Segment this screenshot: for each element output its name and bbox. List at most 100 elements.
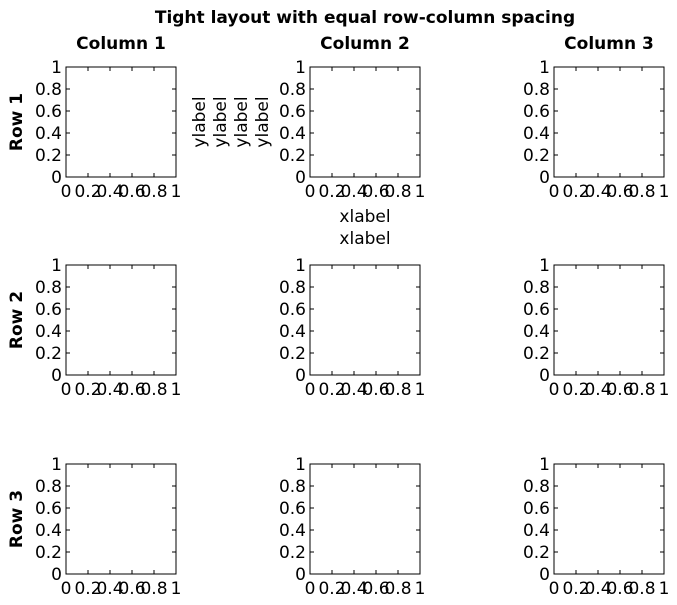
y-tick-label: 0 <box>295 366 306 386</box>
axes-frame-r3c3 <box>553 463 665 575</box>
y-tick-label: 0.6 <box>279 300 306 320</box>
x-tick-label: 0.2 <box>74 579 101 599</box>
x-tick-label: 0.6 <box>606 579 633 599</box>
x-tick-label: 0 <box>549 380 560 400</box>
x-tick-label: 0.8 <box>628 380 655 400</box>
x-tick-label: 0.2 <box>562 579 589 599</box>
y-tick-label: 0.2 <box>35 543 62 563</box>
y-tick-label: 0.6 <box>523 300 550 320</box>
y-tick-label: 0.2 <box>279 344 306 364</box>
y-tick-label: 0.6 <box>523 499 550 519</box>
x-tick-label: 0 <box>61 579 72 599</box>
x-tick-label: 0.6 <box>362 182 389 202</box>
y-tick-label: 0.8 <box>523 80 550 100</box>
x-tick-label: 0.8 <box>384 579 411 599</box>
y-tick-label: 0.8 <box>279 80 306 100</box>
y-tick-label: 0.2 <box>523 344 550 364</box>
y-tick-label: 0.6 <box>35 300 62 320</box>
x-tick-label: 0.6 <box>118 380 145 400</box>
y-tick-label: 0.6 <box>523 102 550 122</box>
axis-ylabel: ylabel <box>253 96 273 147</box>
x-tick-label: 0 <box>61 182 72 202</box>
x-tick-label: 0.8 <box>628 182 655 202</box>
y-tick-label: 0.8 <box>35 80 62 100</box>
x-tick-label: 0.6 <box>606 380 633 400</box>
y-tick-label: 1 <box>539 58 550 78</box>
axes-frame-r1c3 <box>553 66 665 178</box>
y-tick-label: 0.6 <box>35 499 62 519</box>
y-tick-label: 1 <box>539 455 550 475</box>
x-tick-label: 1 <box>415 579 426 599</box>
y-tick-label: 0 <box>51 366 62 386</box>
y-tick-label: 0.2 <box>35 344 62 364</box>
x-tick-label: 0 <box>305 380 316 400</box>
y-tick-label: 0.4 <box>279 521 306 541</box>
axes-grid: Column 1 Column 2 Column 3 Row 1 Row 2 Row 3 0… <box>7 34 669 599</box>
y-tick-label: 0 <box>539 168 550 188</box>
y-tick-label: 0.6 <box>35 102 62 122</box>
y-tick-label: 0.2 <box>523 146 550 166</box>
y-tick-label: 0 <box>51 565 62 585</box>
column-title: Column 3 <box>564 34 654 54</box>
x-tick-label: 1 <box>659 380 670 400</box>
y-tick-label: 0 <box>539 565 550 585</box>
y-tick-label: 1 <box>51 256 62 276</box>
x-tick-label: 0.4 <box>584 579 611 599</box>
axes-frame-r3c2 <box>309 463 421 575</box>
y-tick-label: 0.8 <box>279 278 306 298</box>
x-tick-label: 0.2 <box>318 380 345 400</box>
y-tick-label: 0.4 <box>523 322 550 342</box>
x-tick-label: 0.4 <box>96 579 123 599</box>
x-tick-label: 0.8 <box>140 380 167 400</box>
y-tick-label: 0.4 <box>35 124 62 144</box>
x-tick-label: 0.8 <box>384 182 411 202</box>
y-tick-label: 0.4 <box>35 322 62 342</box>
x-tick-label: 0.4 <box>584 380 611 400</box>
y-tick-label: 0 <box>539 366 550 386</box>
y-tick-label: 1 <box>539 256 550 276</box>
axes-frame-r2c1 <box>65 264 177 376</box>
x-tick-label: 0 <box>305 579 316 599</box>
x-tick-label: 0.4 <box>340 182 367 202</box>
y-tick-label: 0.8 <box>523 278 550 298</box>
x-tick-label: 0.4 <box>96 182 123 202</box>
column-title: Column 1 <box>76 34 166 54</box>
axes-frame-r2c3 <box>553 264 665 376</box>
x-tick-label: 0.2 <box>74 182 101 202</box>
x-tick-label: 0.6 <box>118 579 145 599</box>
x-tick-label: 0.6 <box>606 182 633 202</box>
x-tick-label: 1 <box>659 182 670 202</box>
axis-ylabel: ylabel <box>232 96 252 147</box>
x-tick-label: 1 <box>415 380 426 400</box>
x-tick-label: 1 <box>171 380 182 400</box>
x-tick-label: 0.4 <box>584 182 611 202</box>
x-tick-label: 0 <box>549 579 560 599</box>
y-tick-label: 0.2 <box>279 543 306 563</box>
axis-xlabel: xlabel <box>339 229 390 249</box>
axis-xlabel: xlabel <box>339 207 390 227</box>
y-tick-label: 1 <box>295 58 306 78</box>
axes-frame-r3c1 <box>65 463 177 575</box>
x-tick-label: 0.8 <box>140 182 167 202</box>
x-tick-label: 0.8 <box>628 579 655 599</box>
y-tick-label: 0.4 <box>523 521 550 541</box>
y-tick-label: 1 <box>295 455 306 475</box>
y-tick-label: 0 <box>295 168 306 188</box>
x-tick-label: 1 <box>659 579 670 599</box>
axes-frame-r1c1 <box>65 66 177 178</box>
x-tick-label: 0.8 <box>140 579 167 599</box>
row-label: Row 1 <box>7 93 27 151</box>
x-tick-label: 0.2 <box>318 579 345 599</box>
x-tick-label: 0.2 <box>318 182 345 202</box>
x-tick-label: 0.2 <box>74 380 101 400</box>
y-tick-label: 0.4 <box>279 124 306 144</box>
figure-title: Tight layout with equal row-column spaci… <box>155 8 575 28</box>
x-tick-label: 0.6 <box>362 380 389 400</box>
y-tick-label: 0.2 <box>279 146 306 166</box>
y-tick-label: 1 <box>51 455 62 475</box>
y-tick-label: 0.6 <box>279 499 306 519</box>
y-tick-label: 0.4 <box>35 521 62 541</box>
y-tick-label: 0.4 <box>279 322 306 342</box>
x-tick-label: 0.8 <box>384 380 411 400</box>
